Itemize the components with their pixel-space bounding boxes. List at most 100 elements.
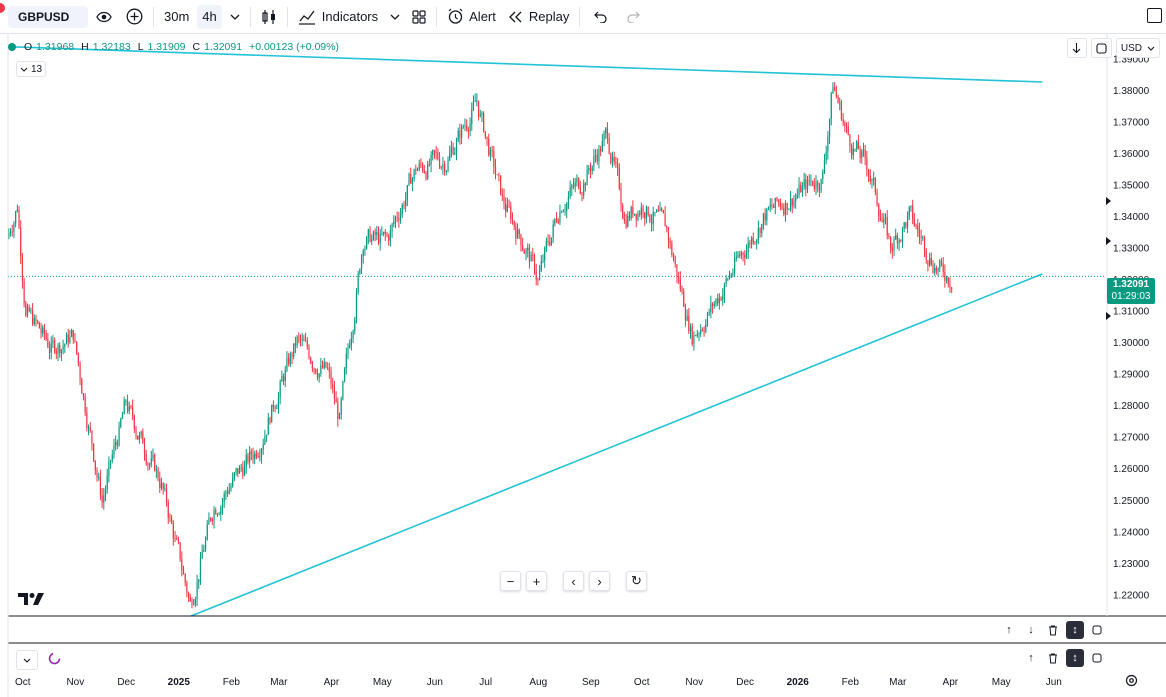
price-tick-label: 1.39000 [1113,55,1150,66]
replay-button[interactable]: Replay [502,0,575,34]
candle-body [415,169,417,171]
candle-body [157,469,159,479]
candle-body [430,154,432,165]
high-key: H [81,41,89,53]
candle-body [540,261,542,271]
layouts-grid-icon[interactable] [406,0,432,34]
zoom-out-button[interactable]: − [500,571,521,591]
candle-body [65,334,68,345]
candle-body [547,240,549,242]
symbol-search-button[interactable]: GBPUSD [8,5,88,28]
maximize-pane-icon[interactable] [1088,649,1106,667]
price-axis[interactable]: 1.39000 1.38000 1.37000 1.36000 1.35000 1.340… [1106,55,1150,602]
candle-body [460,127,463,138]
candle-body [176,538,178,540]
candle-body [379,234,381,244]
candle-body [464,125,466,127]
candle-body [661,208,663,211]
time-axis[interactable]: Oct Nov Dec 2025 Feb Mar Apr May Jun Jul Aug Sep Oct… [15,677,1062,688]
candle-body [874,177,876,193]
maximize-pane-icon[interactable] [1088,621,1106,639]
scroll-right-button[interactable]: › [589,571,610,591]
indicators-button[interactable]: Indicators [292,0,384,34]
candle-body [433,150,436,152]
candle-body [187,593,190,598]
redo-icon[interactable] [618,0,648,34]
indicator-toggle-button[interactable]: 13 [16,61,46,77]
candle-body [126,400,129,412]
trendline-lower[interactable] [190,273,1043,617]
symbol-label: GBPUSD [18,9,70,24]
candle-body [832,87,834,94]
candle-body [343,368,346,382]
candle-body [477,100,480,117]
candle-body [783,208,785,215]
candle-body [834,87,836,92]
chevron-down-icon[interactable] [224,0,246,34]
price-chart[interactable]: 1.39000 1.38000 1.37000 1.36000 1.35000 1.340… [0,34,1166,697]
currency-button[interactable]: USD [1115,38,1160,58]
candle-body [728,275,731,279]
zoom-in-button[interactable]: + [526,571,547,591]
candle-body [859,149,861,158]
gear-icon[interactable] [1125,674,1138,690]
candle-body [84,397,86,413]
candle-body [366,237,368,249]
time-tick-label: Feb [223,677,241,688]
candle-body [440,167,442,168]
compare-add-icon[interactable] [120,0,149,34]
collapse-pane-icon[interactable]: ↕ [1066,649,1084,667]
chevron-down-icon[interactable] [16,650,38,670]
candle-body [423,169,425,173]
candle-body [500,175,502,195]
trendline-upper[interactable] [7,45,1043,83]
indicators-chevron-icon[interactable] [384,0,406,34]
candle-body [274,406,276,409]
fullscreen-icon[interactable] [1147,8,1162,23]
candle-body [623,218,625,221]
candles-chart-type-icon[interactable] [255,0,283,34]
candle-body [611,156,614,163]
candle-body [427,164,429,179]
candle-body [37,320,39,323]
candle-body [544,247,546,261]
collapse-pane-icon[interactable]: ↕ [1066,621,1084,639]
price-tick-label: 1.25000 [1113,496,1150,507]
candle-body [162,483,164,489]
move-pane-up-icon[interactable]: ↑ [1006,624,1012,636]
price-tick-label: 1.34000 [1113,212,1150,223]
candle-body [900,240,902,241]
move-pane-up-icon[interactable]: ↑ [1028,652,1034,664]
candle-body [21,256,24,282]
eye-icon[interactable] [88,0,120,34]
candle-body [710,303,712,313]
indicators-label: Indicators [321,9,379,24]
delete-pane-icon[interactable] [1044,649,1062,667]
candle-body [198,579,200,583]
candle-body [337,402,339,419]
reset-chart-button[interactable]: ↻ [626,571,647,591]
scroll-left-button[interactable]: ‹ [563,571,584,591]
arrow-down-icon[interactable] [1066,38,1087,58]
bar-countdown: 01:29:03 [1111,291,1151,302]
tradingview-logo[interactable] [18,592,44,610]
candle-body [625,220,627,227]
candle-body [532,254,534,256]
candle-body [291,354,293,357]
timeframe-30m[interactable]: 30m [164,9,190,24]
candle-body [852,148,854,156]
candle-body [381,233,383,235]
candle-body [484,131,486,137]
chart-area[interactable]: 1.39000 1.38000 1.37000 1.36000 1.35000 1.340… [0,34,1166,697]
candle-body [438,158,441,168]
maximize-icon[interactable] [1090,38,1112,58]
move-pane-down-icon[interactable]: ↓ [1028,624,1034,636]
timeframe-4h[interactable]: 4h [195,0,223,34]
undo-icon[interactable] [584,0,618,34]
current-price-tag: 1.32091 01:29:03 [1107,278,1155,304]
candle-body [347,347,349,355]
delete-pane-icon[interactable] [1044,621,1062,639]
price-marker-arrow [1106,237,1111,245]
trendlines[interactable] [7,45,1043,617]
alert-button[interactable]: Alert [441,0,502,34]
